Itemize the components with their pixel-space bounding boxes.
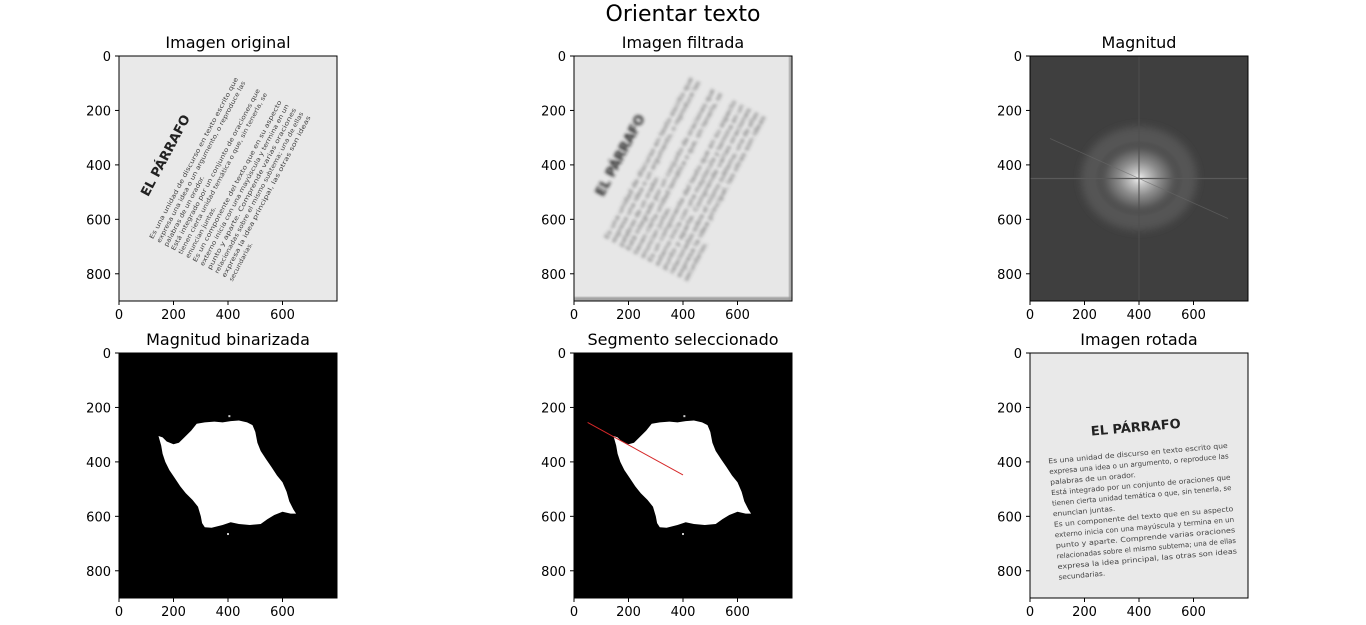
mask-speck	[227, 533, 229, 536]
x-tick-label: 400	[1127, 605, 1152, 620]
x-tick-label: 400	[216, 605, 241, 620]
panel-5: Segmento seleccionado 0 200 400 600 0 200 400 60…	[541, 330, 793, 620]
y-tick-label: 600	[541, 213, 566, 228]
panel-image	[119, 353, 337, 598]
x-tick-label: 0	[115, 308, 123, 323]
x-tick-label: 0	[115, 605, 123, 620]
panel-4: Magnitud binarizada 0 200 400 600 0 200 400 600 8…	[86, 330, 338, 620]
x-tick-label: 0	[1026, 308, 1034, 323]
edge-shade	[574, 297, 792, 301]
y-tick-label: 0	[103, 347, 111, 362]
y-tick-label: 0	[558, 347, 566, 362]
panel-title: Imagen rotada	[1080, 330, 1197, 349]
mask-speck	[228, 415, 231, 418]
x-tick-label: 600	[270, 308, 295, 323]
heading-text: EL PÁRRAFO	[1090, 416, 1181, 440]
y-tick-label: 600	[541, 510, 566, 525]
x-tick-label: 400	[216, 308, 241, 323]
mask-speck	[683, 415, 686, 418]
spectrum-diagonal	[1049, 138, 1229, 219]
mask-speck	[682, 533, 684, 536]
y-tick-label: 800	[997, 268, 1022, 283]
y-tick-label: 600	[86, 510, 111, 525]
y-tick-label: 0	[1014, 50, 1022, 65]
y-tick-label: 800	[86, 565, 111, 580]
panel-image	[1030, 56, 1248, 301]
panel-title: Magnitud	[1102, 33, 1177, 52]
panel-3: Magnitud 0 200 400 600 0 200 400 600 800	[997, 33, 1249, 323]
x-tick-label: 400	[671, 605, 696, 620]
y-tick-label: 400	[541, 159, 566, 174]
panel-title: Imagen filtrada	[622, 33, 744, 52]
y-tick-label: 400	[997, 159, 1022, 174]
x-tick-label: 600	[1181, 605, 1206, 620]
mask-blob	[158, 420, 297, 528]
x-tick-label: 0	[1026, 605, 1034, 620]
y-tick-label: 800	[541, 565, 566, 580]
x-tick-label: 200	[616, 605, 641, 620]
figure-title: Orientar texto	[605, 2, 761, 27]
y-tick-label: 0	[558, 50, 566, 65]
y-tick-label: 200	[997, 104, 1022, 119]
y-tick-label: 200	[541, 104, 566, 119]
y-tick-label: 0	[1014, 347, 1022, 362]
y-tick-label: 400	[541, 456, 566, 471]
selected-segment	[587, 421, 684, 476]
paper-background	[1030, 353, 1248, 598]
x-tick-label: 400	[671, 308, 696, 323]
y-tick-label: 400	[86, 159, 111, 174]
x-tick-label: 200	[1072, 308, 1097, 323]
x-tick-label: 400	[1127, 308, 1152, 323]
y-tick-label: 200	[997, 401, 1022, 416]
y-tick-label: 800	[541, 268, 566, 283]
x-tick-label: 0	[570, 308, 578, 323]
x-tick-label: 600	[1181, 308, 1206, 323]
y-tick-label: 600	[997, 510, 1022, 525]
panel-title: Imagen original	[165, 33, 290, 52]
y-tick-label: 0	[103, 50, 111, 65]
panel-title: Segmento seleccionado	[587, 330, 778, 349]
x-tick-label: 600	[725, 308, 750, 323]
edge-shade	[789, 56, 792, 301]
x-tick-label: 200	[161, 308, 186, 323]
y-tick-label: 600	[997, 213, 1022, 228]
x-tick-label: 600	[725, 605, 750, 620]
panel-image	[574, 353, 792, 598]
x-tick-label: 600	[270, 605, 295, 620]
y-tick-label: 200	[541, 401, 566, 416]
y-tick-label: 200	[86, 401, 111, 416]
y-tick-label: 800	[86, 268, 111, 283]
y-tick-label: 800	[997, 565, 1022, 580]
x-tick-label: 200	[616, 308, 641, 323]
y-tick-label: 600	[86, 213, 111, 228]
panel-title: Magnitud binarizada	[146, 330, 310, 349]
paper-background	[119, 56, 337, 301]
y-tick-label: 200	[86, 104, 111, 119]
x-tick-label: 200	[161, 605, 186, 620]
x-tick-label: 200	[1072, 605, 1097, 620]
y-tick-label: 400	[86, 456, 111, 471]
x-tick-label: 0	[570, 605, 578, 620]
y-tick-label: 400	[997, 456, 1022, 471]
paper-background	[574, 56, 792, 301]
